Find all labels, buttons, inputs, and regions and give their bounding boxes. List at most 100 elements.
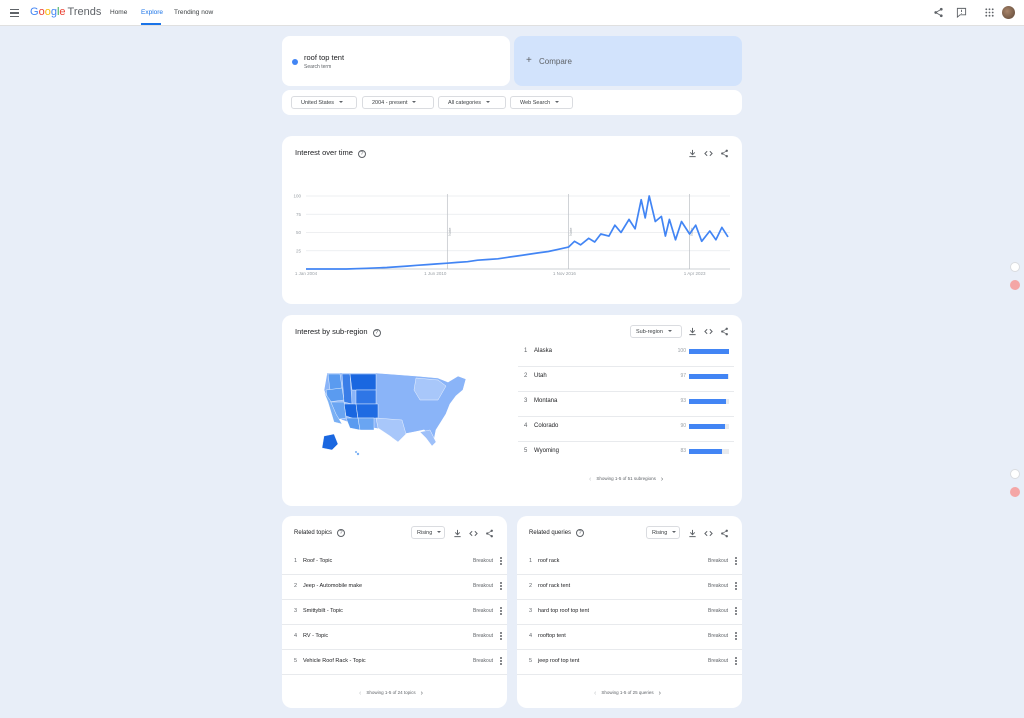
- card-title: Related topics?: [294, 529, 346, 537]
- google-trends-logo[interactable]: Google Trends: [30, 6, 102, 18]
- value-bar-fill: [689, 399, 727, 404]
- list-item[interactable]: 3 Smittybilt - Topic Breakout: [282, 600, 507, 625]
- download-icon[interactable]: [688, 149, 697, 158]
- card-title: Interest over time?: [295, 148, 366, 158]
- side-widget-icon[interactable]: [1010, 487, 1020, 497]
- side-widget-icon[interactable]: [1010, 280, 1020, 290]
- region-filter[interactable]: United States: [291, 96, 357, 109]
- compare-button[interactable]: + Compare: [514, 36, 742, 86]
- embed-code-icon[interactable]: [704, 149, 713, 158]
- more-vert-icon[interactable]: [500, 607, 502, 616]
- list-item[interactable]: 4 rooftop tent Breakout: [517, 625, 742, 650]
- topics-pager: ‹ Showing 1-5 of 24 topics ›: [359, 690, 423, 697]
- prev-page-icon[interactable]: ‹: [359, 690, 362, 697]
- value-bar-fill: [689, 424, 725, 429]
- more-vert-icon[interactable]: [735, 632, 737, 641]
- list-item[interactable]: 1 roof rack Breakout: [517, 550, 742, 575]
- help-icon[interactable]: ?: [576, 529, 585, 537]
- region-montana: [349, 373, 377, 391]
- value-bar-fill: [689, 349, 729, 354]
- help-icon[interactable]: ?: [337, 529, 346, 537]
- note-label[interactable]: Note: [447, 227, 452, 236]
- more-vert-icon[interactable]: [500, 557, 502, 566]
- share-icon[interactable]: [720, 529, 729, 538]
- download-icon[interactable]: [688, 327, 697, 336]
- more-vert-icon[interactable]: [500, 632, 502, 641]
- caret-down-icon: [486, 101, 491, 103]
- nav-trending-now[interactable]: Trending now: [174, 9, 214, 16]
- resolution-dropdown[interactable]: Sub-region: [630, 325, 682, 338]
- chart-y-ticks: 100 75 50 25: [293, 194, 301, 254]
- value-bar: [689, 349, 729, 354]
- more-vert-icon[interactable]: [735, 557, 737, 566]
- more-vert-icon[interactable]: [735, 657, 737, 666]
- x-tick-label: 1 Nov 2016: [553, 271, 577, 276]
- embed-code-icon[interactable]: [469, 529, 478, 538]
- hamburger-menu-icon[interactable]: [10, 9, 19, 17]
- region-texas: [375, 417, 407, 443]
- download-icon[interactable]: [453, 529, 462, 538]
- chart-x-ticks: 1 Jan 2004 1 Jun 2010 1 Nov 2016 1 Apr 2023: [295, 271, 706, 276]
- compare-label: Compare: [539, 57, 572, 66]
- list-item[interactable]: 2 roof rack tent Breakout: [517, 575, 742, 600]
- share-icon[interactable]: [933, 7, 944, 18]
- y-tick-label: 100: [293, 194, 301, 199]
- nav-explore[interactable]: Explore: [141, 9, 164, 16]
- subregion-row[interactable]: 1 Alaska 100: [518, 342, 734, 367]
- share-icon[interactable]: [720, 327, 729, 336]
- embed-code-icon[interactable]: [704, 327, 713, 336]
- list-item[interactable]: 2 Jeep - Automobile make Breakout: [282, 575, 507, 600]
- value-bar-fill: [689, 374, 728, 379]
- related-topics-card: Related topics? Rising 1 Roof - Topic Brea…: [282, 516, 507, 708]
- account-avatar[interactable]: [1002, 6, 1015, 19]
- prev-page-icon[interactable]: ‹: [594, 690, 597, 697]
- list-item[interactable]: 3 hard top roof top tent Breakout: [517, 600, 742, 625]
- help-icon[interactable]: ?: [372, 329, 381, 337]
- side-widget-icon[interactable]: [1010, 262, 1020, 272]
- rising-dropdown[interactable]: Rising: [411, 526, 445, 539]
- help-icon[interactable]: ?: [357, 150, 366, 158]
- chart-grid: [306, 195, 730, 270]
- prev-page-icon[interactable]: ‹: [589, 476, 592, 483]
- interest-by-subregion-card: Interest by sub-region? Sub-region ‹ Show…: [282, 315, 742, 506]
- filter-bar: United States 2004 - present All categor…: [282, 90, 742, 115]
- plus-icon: +: [526, 55, 532, 66]
- list-item[interactable]: 5 Vehicle Roof Rack - Topic Breakout: [282, 650, 507, 675]
- more-vert-icon[interactable]: [500, 582, 502, 591]
- share-icon[interactable]: [720, 149, 729, 158]
- side-widget-icon[interactable]: [1010, 469, 1020, 479]
- subregion-row[interactable]: 4 Colorado 90: [518, 417, 734, 442]
- nav-home[interactable]: Home: [110, 9, 128, 16]
- time-filter[interactable]: 2004 - present: [362, 96, 434, 109]
- search-term-type: Search term: [304, 64, 332, 70]
- category-filter[interactable]: All categories: [438, 96, 506, 109]
- rising-dropdown[interactable]: Rising: [646, 526, 680, 539]
- download-icon[interactable]: [688, 529, 697, 538]
- region-great-lakes: [413, 377, 447, 401]
- list-item[interactable]: 5 jeep roof top tent Breakout: [517, 650, 742, 675]
- next-page-icon[interactable]: ›: [660, 476, 664, 483]
- subregion-row[interactable]: 3 Montana 93: [518, 392, 734, 417]
- property-filter[interactable]: Web Search: [510, 96, 573, 109]
- feedback-icon[interactable]: [956, 7, 967, 18]
- search-term-box[interactable]: roof top tent Search term: [282, 36, 510, 86]
- y-tick-label: 75: [296, 212, 302, 217]
- subregion-row[interactable]: 2 Utah 97: [518, 367, 734, 392]
- region-colorado: [355, 403, 379, 419]
- card-title: Interest by sub-region?: [295, 327, 381, 337]
- list-item[interactable]: 4 RV - Topic Breakout: [282, 625, 507, 650]
- x-tick-label: 1 Apr 2023: [684, 271, 706, 276]
- more-vert-icon[interactable]: [735, 607, 737, 616]
- apps-grid-icon[interactable]: [984, 7, 995, 18]
- next-page-icon[interactable]: ›: [658, 690, 661, 697]
- share-icon[interactable]: [485, 529, 494, 538]
- list-item[interactable]: 1 Roof - Topic Breakout: [282, 550, 507, 575]
- note-label[interactable]: Note: [568, 227, 573, 236]
- more-vert-icon[interactable]: [735, 582, 737, 591]
- embed-code-icon[interactable]: [704, 529, 713, 538]
- next-page-icon[interactable]: ›: [420, 690, 423, 697]
- subregion-row[interactable]: 5 Wyoming 83: [518, 442, 734, 467]
- more-vert-icon[interactable]: [500, 657, 502, 666]
- region-alaska: [321, 433, 339, 451]
